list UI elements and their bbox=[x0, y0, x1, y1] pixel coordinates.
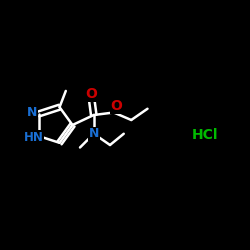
Text: O: O bbox=[85, 87, 97, 101]
Text: O: O bbox=[110, 99, 122, 113]
Text: N: N bbox=[88, 127, 99, 140]
Text: N: N bbox=[27, 106, 38, 119]
Text: HCl: HCl bbox=[192, 128, 218, 142]
Text: HN: HN bbox=[24, 131, 44, 144]
